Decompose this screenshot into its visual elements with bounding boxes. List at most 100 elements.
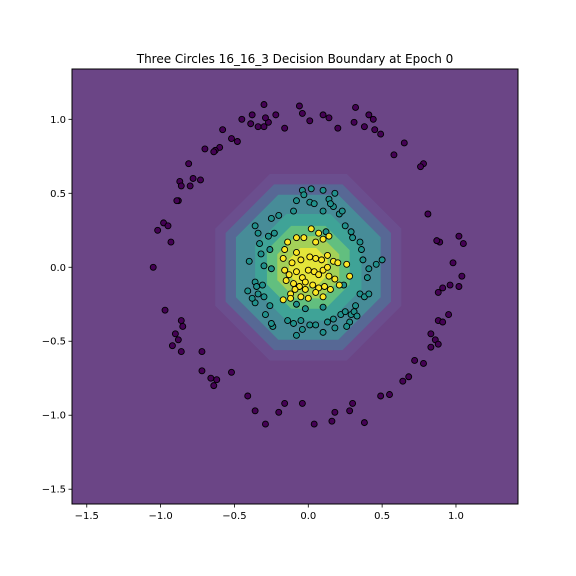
data-point-class-0 — [185, 160, 193, 168]
x-axis: −1.5 −1.0 −0.5 0.0 0.5 1.0 — [75, 504, 464, 522]
data-point-class-2 — [279, 254, 287, 262]
data-point-class-1 — [324, 318, 331, 326]
data-point-class-1 — [319, 186, 327, 194]
data-point-class-0 — [449, 259, 457, 267]
data-point-class-2 — [343, 260, 351, 268]
data-point-class-0 — [233, 138, 241, 145]
data-point-class-2 — [325, 272, 333, 280]
data-point-class-0 — [439, 318, 447, 326]
data-point-class-0 — [161, 306, 169, 314]
data-point-class-0 — [334, 124, 342, 132]
data-point-class-2 — [293, 268, 300, 276]
data-point-class-0 — [455, 283, 463, 290]
data-point-class-2 — [324, 263, 331, 271]
data-point-class-0 — [164, 222, 172, 230]
data-point-class-1 — [306, 321, 314, 329]
x-tick-label: −1.5 — [75, 511, 99, 522]
x-tick-label: 0.0 — [300, 511, 316, 522]
data-point-class-0 — [427, 343, 435, 351]
data-point-class-0 — [319, 111, 327, 119]
data-point-class-2 — [290, 280, 297, 287]
data-point-class-0 — [360, 123, 368, 131]
data-point-class-1 — [266, 246, 274, 253]
data-point-class-0 — [386, 391, 393, 398]
data-point-class-0 — [439, 284, 447, 292]
data-point-class-0 — [295, 102, 303, 110]
data-point-class-2 — [312, 254, 320, 262]
data-point-class-2 — [281, 266, 289, 274]
data-point-class-0 — [390, 151, 398, 159]
data-point-class-1 — [262, 311, 269, 319]
data-point-class-1 — [267, 320, 275, 327]
y-tick-label: −0.5 — [42, 337, 66, 348]
data-point-class-1 — [349, 234, 357, 242]
data-point-class-1 — [264, 232, 272, 240]
data-point-class-2 — [281, 246, 289, 253]
data-point-class-2 — [291, 286, 299, 293]
data-point-class-1 — [341, 222, 349, 230]
data-point-class-0 — [458, 272, 466, 280]
data-point-class-2 — [315, 229, 323, 237]
y-tick-label: −1.0 — [42, 411, 66, 422]
data-point-class-0 — [298, 109, 306, 117]
data-point-class-2 — [287, 294, 295, 302]
data-point-class-0 — [213, 376, 221, 384]
data-point-class-0 — [186, 182, 194, 190]
data-point-class-0 — [365, 111, 373, 119]
data-point-class-0 — [247, 120, 255, 128]
data-point-class-1 — [254, 229, 262, 237]
x-tick-label: −1.0 — [148, 511, 172, 522]
data-point-class-1 — [378, 256, 386, 264]
data-point-class-1 — [259, 281, 266, 289]
y-axis: −1.5 −1.0 −0.5 0.0 0.5 1.0 — [42, 115, 72, 496]
data-point-class-2 — [318, 256, 326, 264]
plot-frame — [71, 68, 519, 505]
data-point-class-1 — [293, 300, 300, 308]
data-point-class-2 — [285, 271, 293, 279]
data-point-class-1 — [319, 207, 327, 215]
data-point-class-0 — [325, 114, 333, 122]
data-point-class-0 — [400, 139, 408, 147]
data-point-class-0 — [171, 330, 179, 338]
data-point-class-2 — [324, 251, 331, 259]
data-point-class-1 — [253, 283, 261, 290]
data-point-class-1 — [257, 250, 265, 258]
data-point-class-0 — [207, 374, 215, 382]
data-point-class-0 — [262, 114, 269, 122]
data-point-class-2 — [304, 294, 312, 302]
data-point-class-0 — [427, 330, 435, 338]
data-point-class-1 — [359, 256, 367, 264]
data-point-class-0 — [417, 163, 424, 171]
data-point-class-2 — [288, 259, 296, 267]
data-point-class-1 — [267, 214, 275, 222]
data-point-class-0 — [149, 263, 157, 271]
data-point-class-0 — [272, 111, 280, 119]
y-tick-label: −1.5 — [42, 485, 66, 496]
data-point-class-0 — [275, 408, 283, 416]
data-point-class-0 — [459, 240, 467, 248]
data-point-class-1 — [260, 262, 268, 270]
x-tick-label: 0.5 — [374, 511, 390, 522]
data-point-class-0 — [306, 117, 314, 125]
data-point-class-2 — [326, 286, 334, 293]
data-point-class-0 — [405, 373, 413, 381]
data-point-class-0 — [411, 357, 419, 364]
data-point-class-0 — [179, 322, 187, 330]
data-point-class-0 — [298, 399, 306, 407]
data-point-class-2 — [306, 253, 314, 261]
data-point-class-1 — [293, 197, 300, 205]
data-point-class-2 — [319, 235, 327, 243]
data-point-class-0 — [154, 226, 162, 234]
data-point-class-0 — [369, 115, 377, 123]
data-point-class-1 — [319, 328, 327, 336]
data-point-class-0 — [455, 232, 463, 240]
data-point-class-0 — [260, 101, 268, 108]
data-point-class-1 — [353, 312, 361, 320]
data-point-class-1 — [352, 302, 359, 310]
data-point-class-2 — [312, 238, 320, 246]
data-point-class-1 — [365, 290, 373, 298]
data-point-class-1 — [307, 185, 315, 193]
data-point-class-0 — [238, 115, 246, 123]
data-point-class-0 — [228, 135, 235, 142]
data-point-class-2 — [297, 256, 305, 264]
